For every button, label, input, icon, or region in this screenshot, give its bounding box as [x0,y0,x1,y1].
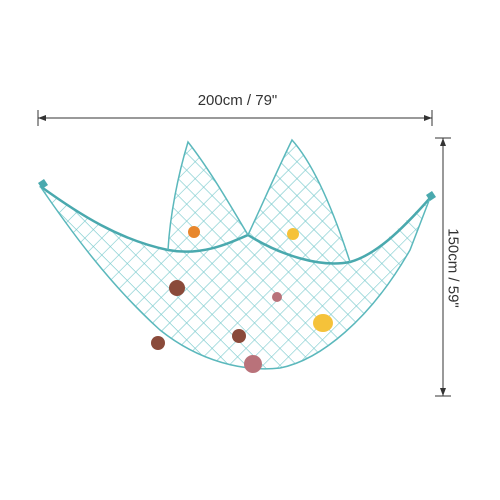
fishing-net [38,138,436,370]
net-bottom-edge [39,185,431,370]
height-dimension [435,137,451,397]
width-dimension [37,110,433,126]
net-knot-left [38,179,48,189]
shell-pink-center [272,292,282,302]
width-label: 200cm / 79" [197,92,278,109]
shell-brown-lower-left [151,336,165,350]
net-peak-right [247,138,351,263]
net-knot-right [426,191,436,201]
seashells [151,226,333,373]
shell-yellow-top [287,228,299,240]
width-arrow-left [38,115,46,121]
height-label: 150cm / 59" [444,228,462,308]
height-arrow-bottom [440,388,446,396]
shell-brown-center [232,329,246,343]
shell-yellow-large [313,314,333,332]
width-arrow-right [424,115,432,121]
net-mesh [40,140,430,369]
net-top-rope-left [39,184,249,253]
shell-pink-bottom [244,355,262,373]
net-peak-left [167,140,249,251]
shell-brown-left [169,280,185,296]
shell-orange-small [188,226,200,238]
height-arrow-top [440,138,446,146]
